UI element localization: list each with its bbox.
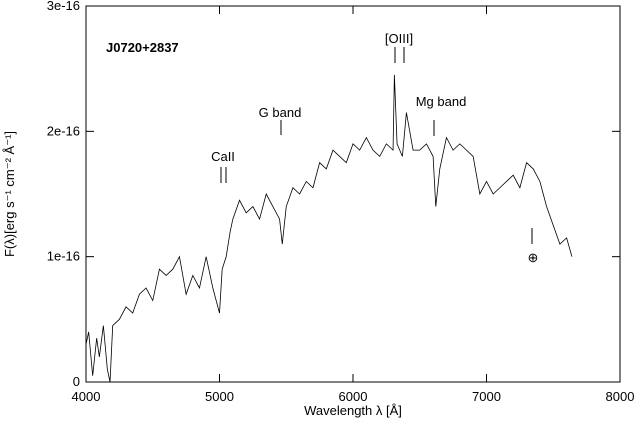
annotation: ⊕: [528, 250, 539, 265]
annotation: Mg band: [416, 94, 467, 109]
x-tick-label: 7000: [472, 389, 501, 404]
y-tick-label: 1e-16: [47, 249, 80, 264]
annotation: CaII: [211, 149, 235, 164]
x-axis-label: Wavelength λ [Å]: [304, 403, 402, 418]
y-tick-label: 0: [73, 374, 80, 389]
x-tick-label: 8000: [606, 389, 634, 404]
spectrum-line: [85, 74, 573, 383]
annotation: G band: [259, 105, 302, 120]
y-tick-label: 2e-16: [47, 123, 80, 138]
plot-frame: [85, 5, 621, 383]
line-markers: [220, 47, 533, 244]
y-axis-label: F(λ)[erg s⁻¹ cm⁻² Å⁻¹]: [2, 131, 17, 257]
annotation: [OIII]: [385, 31, 413, 46]
x-tick-label: 4000: [72, 389, 101, 404]
x-tick-label: 5000: [205, 389, 234, 404]
y-tick-label: 3e-16: [47, 0, 80, 13]
x-tick-label: 6000: [339, 389, 368, 404]
annotation: J0720+2837: [106, 40, 179, 55]
